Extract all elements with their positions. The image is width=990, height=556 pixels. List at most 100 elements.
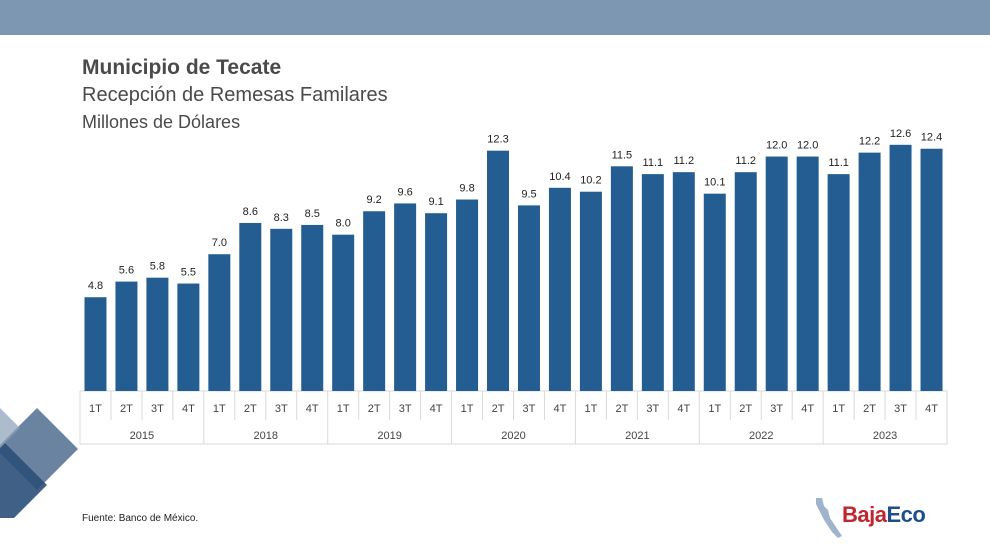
quarter-tick-label: 2T [739, 403, 752, 415]
bar [84, 297, 107, 391]
bar [765, 156, 788, 391]
bar [456, 199, 479, 391]
bar [610, 166, 633, 391]
bar [517, 205, 540, 391]
quarter-tick-label: 4T [182, 403, 195, 415]
data-label: 8.5 [305, 208, 320, 220]
quarter-tick-label: 2T [368, 403, 381, 415]
data-label: 10.4 [549, 171, 570, 183]
data-label: 11.1 [643, 157, 664, 169]
bar [363, 211, 386, 391]
bar [487, 150, 510, 391]
data-label: 12.3 [487, 134, 508, 146]
year-group-label: 2020 [501, 430, 525, 442]
year-group-label: 2022 [749, 430, 773, 442]
bar [827, 174, 850, 391]
logo-part2: Eco [886, 502, 926, 527]
logo-text: BajaEco [842, 502, 926, 528]
data-label: 11.2 [735, 155, 756, 167]
quarter-tick-label: 2T [120, 403, 133, 415]
year-group-label: 2018 [254, 430, 278, 442]
quarter-tick-label: 4T [554, 403, 567, 415]
data-label: 5.5 [181, 267, 196, 279]
chart-title: Municipio de Tecate [82, 56, 282, 79]
quarter-tick-label: 3T [646, 403, 659, 415]
data-label: 9.1 [428, 196, 443, 208]
quarter-tick-label: 4T [677, 403, 690, 415]
data-label: 5.6 [119, 265, 134, 277]
data-label: 8.6 [243, 206, 258, 218]
data-label: 10.2 [580, 175, 601, 187]
data-label: 4.8 [88, 280, 103, 292]
bar [796, 156, 819, 391]
data-label: 5.8 [150, 261, 165, 273]
quarter-tick-label: 3T [151, 403, 164, 415]
data-label: 9.8 [459, 183, 474, 195]
quarter-tick-label: 4T [801, 403, 814, 415]
source-note: Fuente: Banco de México. [82, 513, 199, 524]
quarter-tick-label: 2T [863, 403, 876, 415]
quarter-tick-label: 2T [244, 403, 257, 415]
bar [270, 228, 293, 391]
quarter-tick-label: 4T [925, 403, 938, 415]
data-label: 11.5 [612, 149, 633, 161]
quarter-tick-label: 1T [213, 403, 226, 415]
chart-units: Millones de Dólares [82, 112, 241, 132]
quarter-tick-label: 4T [306, 403, 319, 415]
bar [672, 172, 695, 391]
bar [858, 152, 881, 391]
quarter-tick-label: 1T [89, 403, 102, 415]
bar [208, 254, 231, 391]
data-label: 8.0 [336, 218, 351, 230]
data-label: 12.2 [859, 136, 880, 148]
data-label: 10.1 [704, 177, 725, 189]
data-label: 7.0 [212, 237, 227, 249]
quarter-tick-label: 3T [399, 403, 412, 415]
baja-map-icon [816, 498, 842, 538]
quarter-tick-label: 4T [430, 403, 443, 415]
logo-part1: Baja [842, 502, 887, 527]
bajaeco-logo: BajaEco [812, 496, 952, 540]
bar [920, 148, 943, 391]
quarter-tick-label: 3T [275, 403, 288, 415]
data-label: 11.2 [674, 155, 695, 167]
bar [332, 234, 355, 391]
bar [239, 222, 262, 391]
quarter-tick-label: 1T [584, 403, 597, 415]
data-label: 12.0 [797, 140, 818, 152]
quarter-tick-label: 3T [523, 403, 536, 415]
bar [146, 277, 169, 391]
data-label: 11.1 [828, 157, 849, 169]
quarter-tick-label: 1T [337, 403, 350, 415]
quarter-tick-label: 1T [461, 403, 474, 415]
data-label: 12.6 [890, 128, 911, 140]
data-label: 8.3 [274, 212, 289, 224]
decorative-squares [0, 408, 78, 518]
bar [394, 203, 417, 391]
data-label: 12.0 [766, 140, 787, 152]
bar [734, 172, 757, 391]
top-banner [0, 0, 990, 35]
year-group-label: 2023 [873, 430, 897, 442]
quarter-tick-label: 2T [492, 403, 505, 415]
data-label: 9.2 [367, 194, 382, 206]
bar [115, 281, 138, 391]
bar [703, 193, 726, 391]
bar [579, 191, 602, 391]
quarter-tick-label: 1T [708, 403, 721, 415]
bar [301, 224, 324, 391]
data-label: 12.4 [921, 132, 942, 144]
quarter-tick-label: 2T [615, 403, 628, 415]
year-group-label: 2019 [377, 430, 401, 442]
data-label: 9.5 [521, 188, 536, 200]
bar [548, 187, 571, 391]
bar [641, 174, 664, 391]
bar [889, 144, 912, 391]
data-label: 9.6 [397, 186, 412, 198]
chart-subtitle: Recepción de Remesas Familares [82, 84, 388, 106]
bar [177, 283, 200, 391]
bar [425, 213, 448, 391]
year-group-label: 2015 [130, 430, 154, 442]
quarter-tick-label: 3T [894, 403, 907, 415]
